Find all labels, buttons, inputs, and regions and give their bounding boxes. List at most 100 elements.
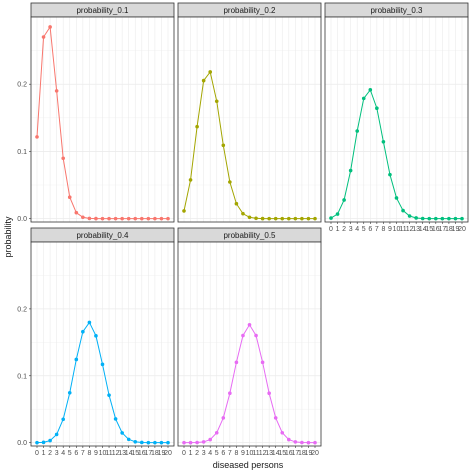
x-tick-label: 8 (234, 450, 238, 457)
data-point (401, 208, 405, 213)
x-tick-label: 0 (35, 450, 39, 457)
facet-panel: probability_0.2 (177, 2, 322, 223)
x-tick-label: 19 (158, 450, 166, 457)
data-point (407, 214, 412, 218)
data-point (267, 216, 271, 221)
data-point (335, 212, 340, 216)
x-tick-label: 5 (362, 226, 366, 233)
x-tick-label: 7 (81, 450, 85, 457)
x-tick-label: 14 (419, 226, 427, 233)
x-tick-label: 7 (375, 226, 379, 233)
data-point (313, 216, 317, 221)
data-point (241, 211, 245, 216)
data-point (126, 216, 131, 221)
x-tick-label: 11 (105, 450, 112, 457)
y-tick-label: 0.0 (17, 216, 27, 223)
data-point (254, 333, 258, 338)
x-tick-label: 17 (144, 450, 152, 457)
data-point (41, 440, 46, 445)
facet-strip-label: probability_0.1 (76, 6, 129, 15)
data-point (100, 362, 105, 367)
data-point (247, 323, 252, 327)
data-point (153, 216, 157, 221)
data-point (166, 216, 170, 221)
data-point (280, 216, 285, 221)
data-point (260, 360, 265, 365)
data-point (287, 216, 291, 221)
data-point (394, 196, 399, 200)
y-tick-label: 0.1 (17, 373, 27, 380)
x-tick-label: 2 (195, 450, 199, 457)
x-tick-label: 15 (131, 450, 139, 457)
data-point (140, 216, 144, 221)
data-point (293, 216, 298, 221)
data-point (146, 440, 151, 445)
x-tick-label: 9 (388, 226, 392, 233)
x-tick-label: 3 (349, 226, 353, 233)
x-tick-label: 16 (285, 450, 293, 457)
data-point (329, 216, 333, 220)
panel-border (177, 16, 322, 223)
data-point (182, 440, 186, 445)
data-point (74, 210, 79, 215)
data-point (133, 439, 138, 444)
facet-panel: probability_0.30 1 2 3 4 5 6 7 8 9 10 11 12131415161… (324, 2, 469, 233)
data-point (453, 216, 458, 221)
facet-strip-label: probability_0.5 (223, 231, 276, 240)
x-tick-label: 3 (202, 450, 206, 457)
data-point (120, 431, 124, 435)
data-point (300, 216, 304, 221)
x-tick-label: 5 (68, 450, 72, 457)
facet-panel: probability_0.1 0.0 0.1 0.2 (17, 2, 175, 223)
x-tick-label: 19 (305, 450, 313, 457)
x-tick-label: 10 (99, 450, 107, 457)
data-point (300, 440, 304, 445)
data-point (87, 320, 92, 325)
x-tick-label: 0 (182, 450, 186, 457)
data-point (260, 216, 265, 221)
x-tick-label: 12 (259, 450, 267, 457)
x-tick-label: 20 (458, 226, 466, 233)
data-point (35, 440, 39, 445)
data-point (447, 216, 451, 221)
data-point (81, 215, 85, 220)
y-tick-label: 0.2 (17, 82, 27, 89)
data-point (208, 70, 212, 74)
data-point (81, 329, 85, 334)
x-tick-label: 17 (438, 226, 446, 233)
data-point (201, 78, 206, 83)
data-point (208, 437, 212, 442)
data-point (228, 391, 232, 396)
x-tick-label: 15 (278, 450, 286, 457)
data-point (54, 89, 59, 93)
data-point (241, 333, 245, 338)
x-tick-label: 11 (252, 450, 259, 457)
x-tick-label: 1 (189, 450, 193, 457)
data-point (414, 216, 418, 220)
data-point (361, 96, 366, 101)
x-tick-label: 8 (87, 450, 91, 457)
data-point (375, 106, 379, 111)
data-point (126, 437, 131, 442)
data-point (306, 440, 311, 445)
data-point (427, 216, 432, 221)
x-tick-label: 0 (329, 226, 333, 233)
x-tick-label: 19 (452, 226, 460, 233)
data-point (247, 215, 252, 220)
data-point (107, 393, 111, 397)
data-point (273, 416, 278, 420)
y-tick-label: 0.2 (17, 306, 27, 313)
data-point (221, 416, 226, 420)
data-point (159, 216, 164, 221)
data-point (195, 124, 199, 129)
data-point (166, 440, 170, 445)
data-point (100, 216, 105, 221)
data-point (140, 440, 144, 445)
data-point (368, 88, 373, 92)
facet-strip-label: probability_0.2 (223, 6, 276, 15)
x-tick-label: 2 (48, 450, 52, 457)
x-tick-label: 16 (432, 226, 440, 233)
x-tick-label: 15 (425, 226, 433, 233)
data-point (61, 417, 65, 422)
x-tick-label: 5 (215, 450, 219, 457)
